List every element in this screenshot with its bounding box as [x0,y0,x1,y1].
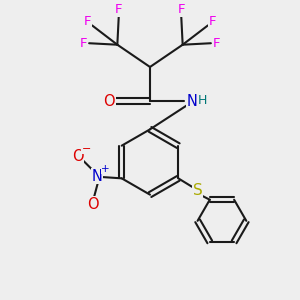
Text: H: H [198,94,207,107]
Text: F: F [80,37,87,50]
Text: O: O [87,197,99,212]
Text: F: F [177,3,185,16]
Text: F: F [115,3,123,16]
Text: S: S [193,183,202,198]
Text: N: N [187,94,197,109]
Text: O: O [72,149,84,164]
Text: −: − [82,144,92,154]
Text: F: F [213,37,220,50]
Text: +: + [101,164,110,174]
Text: F: F [84,15,92,28]
Text: F: F [208,15,216,28]
Text: O: O [103,94,115,109]
Text: N: N [92,169,103,184]
